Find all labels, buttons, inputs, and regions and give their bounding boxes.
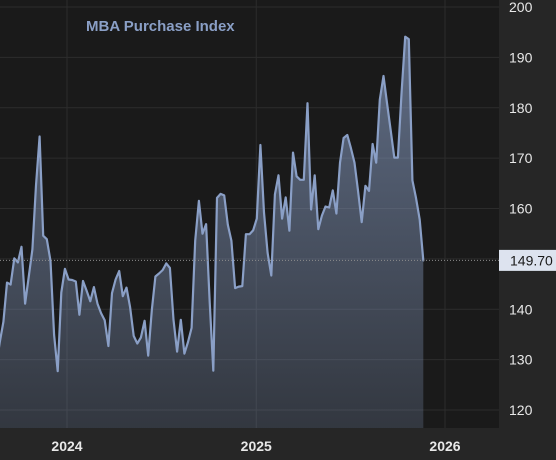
y-tick-label: 160 xyxy=(509,201,533,217)
y-tick-label: 170 xyxy=(509,150,533,166)
chart-title: MBA Purchase Index xyxy=(86,18,235,35)
series-line xyxy=(0,35,425,373)
x-tick-label: 2025 xyxy=(241,438,272,454)
y-tick-label: 120 xyxy=(509,402,533,418)
last-value-badge xyxy=(499,249,556,271)
y-tick-label: 130 xyxy=(509,352,533,368)
x-tick-label: 2026 xyxy=(429,438,460,454)
y-tick-label: 200 xyxy=(509,0,533,15)
x-axis-panel xyxy=(0,428,499,460)
y-tick-label: 190 xyxy=(509,49,533,65)
last-value-label: 149.70 xyxy=(510,252,553,268)
y-axis-panel xyxy=(499,0,556,460)
x-tick-label: 2024 xyxy=(51,438,82,454)
y-tick-label: 180 xyxy=(509,100,533,116)
y-tick-label: 140 xyxy=(509,301,533,317)
